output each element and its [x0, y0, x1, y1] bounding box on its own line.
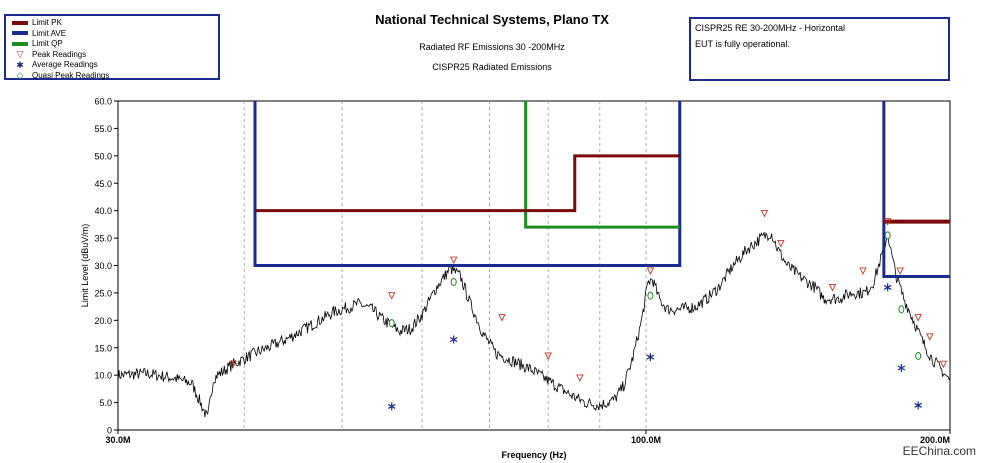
y-tick-label: 30.0	[94, 261, 112, 271]
peak-reading-marker	[576, 374, 584, 382]
y-tick-label: 50.0	[94, 151, 112, 161]
legend-item: ◇ Quasi Peak Readings	[12, 70, 110, 80]
y-tick-label: 45.0	[94, 179, 112, 189]
limit-ave-line	[253, 101, 682, 267]
peak-reading-marker	[498, 314, 506, 322]
legend-label: Limit QP	[32, 39, 63, 48]
y-tick-label: 5.0	[99, 398, 112, 408]
average-reading-marker	[883, 283, 892, 292]
x-tick-label: 30.0M	[105, 435, 130, 445]
average-reading-marker	[387, 402, 396, 411]
watermark: EEChina.com	[902, 444, 976, 458]
legend-symbol-icon: ✱	[16, 59, 24, 70]
peak-reading-marker	[883, 218, 892, 226]
info-line-1: CISPR25 RE 30-200MHz - Horizontal	[695, 23, 846, 33]
average-reading-marker	[449, 335, 458, 344]
peak-reading-marker	[926, 333, 934, 341]
y-tick-label: 10.0	[94, 371, 112, 381]
chart-subtitle-2: CISPR25 Radiated Emissions	[432, 62, 552, 72]
qp-reading-marker	[915, 351, 922, 360]
y-tick-label: 25.0	[94, 288, 112, 298]
legend-line-swatch	[12, 31, 28, 35]
peak-reading-marker	[544, 352, 552, 360]
chart-subtitle-1: Radiated RF Emissions 30 -200MHz	[419, 42, 565, 52]
y-tick-label: 35.0	[94, 234, 112, 244]
peak-reading-marker	[388, 292, 396, 300]
legend-item: Limit AVE	[12, 29, 66, 38]
peak-reading-marker	[777, 240, 785, 248]
chart-title: National Technical Systems, Plano TX	[375, 12, 609, 27]
legend-item: Limit PK	[12, 18, 62, 27]
peak-reading-marker	[449, 256, 458, 265]
legend-label: Peak Readings	[32, 49, 87, 59]
legend-symbol-icon: ▽	[16, 49, 24, 59]
y-tick-label: 20.0	[94, 316, 112, 326]
limit-ave-line	[882, 101, 950, 278]
y-tick-label: 0	[107, 426, 112, 436]
legend-line-swatch	[12, 20, 28, 25]
average-reading-marker	[914, 401, 922, 410]
peak-reading-marker	[896, 267, 904, 275]
legend-line-swatch	[12, 41, 28, 46]
average-reading-marker	[897, 364, 906, 373]
peak-reading-marker	[939, 360, 948, 369]
legend-item: Limit QP	[12, 39, 63, 48]
limit-pk-line	[254, 154, 680, 213]
y-axis-label: Limit Level (dBuV/m)	[80, 224, 90, 308]
info-box: CISPR25 RE 30-200MHz - Horizontal EUT is…	[689, 17, 950, 81]
peak-reading-marker	[914, 314, 922, 322]
y-tick-label: 15.0	[94, 343, 112, 353]
average-reading-marker	[646, 353, 655, 362]
legend-label: Quasi Peak Readings	[32, 70, 110, 80]
y-tick-label: 55.0	[94, 124, 112, 134]
info-line-2: EUT is fully operational.	[695, 39, 790, 49]
qp-reading-marker	[884, 231, 891, 240]
qp-reading-marker	[388, 319, 395, 328]
peak-reading-marker	[760, 209, 769, 218]
legend-box: Limit PK Limit AVE Limit QP ▽ Peak Readings ✱…	[4, 14, 220, 80]
peak-reading-marker	[229, 360, 237, 369]
peak-reading-marker	[859, 267, 867, 275]
qp-reading-marker	[450, 277, 457, 286]
x-tick-label: 200.0M	[920, 435, 950, 445]
qp-reading-marker	[898, 305, 905, 314]
y-tick-label: 40.0	[94, 206, 112, 216]
qp-reading-marker	[647, 291, 654, 300]
legend-label: Limit AVE	[32, 28, 67, 38]
legend-symbol-icon: ◇	[16, 70, 24, 80]
x-axis-label: Frequency (Hz)	[501, 450, 566, 460]
limit-qp-line	[524, 101, 680, 229]
legend-label: Limit PK	[32, 18, 62, 27]
legend-label: Average Readings	[32, 60, 98, 69]
x-tick-label: 100.0M	[631, 435, 661, 445]
peak-reading-marker	[828, 283, 837, 292]
legend-item: ▽ Peak Readings	[12, 49, 87, 59]
y-tick-label: 60.0	[94, 97, 112, 107]
peak-reading-marker	[646, 267, 655, 275]
emission-trace	[117, 232, 951, 418]
legend-item: ✱ Average Readings	[12, 59, 98, 70]
